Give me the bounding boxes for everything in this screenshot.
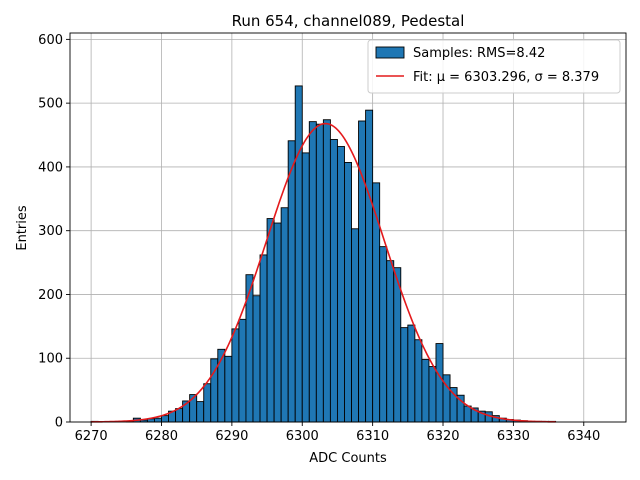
histogram-bar xyxy=(259,254,268,423)
x-tick-label: 6290 xyxy=(215,429,248,444)
legend-swatch-samples xyxy=(375,46,405,59)
histogram-bar xyxy=(463,405,472,423)
x-axis-label: ADC Counts xyxy=(309,451,387,466)
histogram-bar xyxy=(407,324,416,423)
histogram-bar xyxy=(273,222,282,423)
legend-box xyxy=(367,39,621,94)
histogram-bar xyxy=(322,119,331,423)
histogram-bar xyxy=(280,207,289,423)
histogram-bar xyxy=(393,267,402,423)
x-tick-label: 6320 xyxy=(426,429,459,444)
y-tick-label: 0 xyxy=(55,416,63,431)
histogram-bar xyxy=(224,355,233,423)
y-tick-label: 300 xyxy=(38,224,63,239)
histogram-bar xyxy=(400,327,409,423)
x-tick-label: 6310 xyxy=(356,429,389,444)
legend-label-fit: Fit: μ = 6303.296, σ = 8.379 xyxy=(413,70,599,85)
histogram-bar xyxy=(336,146,345,423)
x-tick-label: 6330 xyxy=(497,429,530,444)
plot-frame xyxy=(69,32,627,423)
y-axis-label: Entries xyxy=(15,205,30,251)
histogram-bar xyxy=(238,318,247,423)
histogram-bar xyxy=(358,120,367,423)
legend: Samples: RMS=8.42 Fit: μ = 6303.296, σ =… xyxy=(367,39,621,94)
histogram-bar xyxy=(196,401,205,423)
histogram-bar xyxy=(154,417,162,423)
histogram-bar xyxy=(414,339,423,423)
y-tick-label: 400 xyxy=(38,160,63,175)
histogram-bar xyxy=(231,328,240,423)
histogram-bars xyxy=(90,85,557,423)
x-tick-label: 6280 xyxy=(145,429,178,444)
x-axis-ticks: 6270 6280 6290 6300 6310 6320 6330 6340 xyxy=(75,422,600,444)
histogram-bar xyxy=(252,295,261,423)
x-tick-label: 6270 xyxy=(75,429,108,444)
histogram-bar xyxy=(435,343,444,423)
y-tick-label: 500 xyxy=(38,97,63,112)
x-tick-label: 6300 xyxy=(286,429,319,444)
x-tick-label: 6340 xyxy=(567,429,600,444)
y-tick-label: 600 xyxy=(38,33,63,48)
y-tick-label: 200 xyxy=(38,288,63,303)
histogram-bar xyxy=(203,383,212,423)
fit-curve xyxy=(91,122,556,423)
histogram-bar xyxy=(294,85,303,423)
histogram-bar xyxy=(175,408,184,423)
y-tick-label: 100 xyxy=(38,352,63,367)
chart-title: Run 654, channel089, Pedestal xyxy=(232,12,465,30)
histogram-bar xyxy=(351,228,360,423)
histogram-bar xyxy=(308,121,317,423)
legend-label-samples: Samples: RMS=8.42 xyxy=(413,46,545,61)
histogram-bar xyxy=(161,415,169,423)
histogram-bar xyxy=(365,109,374,423)
histogram-bar xyxy=(386,260,395,423)
histogram-bar xyxy=(421,359,430,423)
histogram-bar xyxy=(379,246,388,423)
histogram-bar xyxy=(344,162,352,423)
histogram-bar xyxy=(301,152,310,423)
histogram-bar xyxy=(287,140,296,423)
histogram-bar xyxy=(315,123,324,423)
histogram-bar xyxy=(428,366,437,423)
y-axis-ticks: 0 100 200 300 400 500 600 xyxy=(38,33,70,431)
histogram-bar xyxy=(372,182,381,423)
histogram-bar xyxy=(329,139,338,423)
histogram-bar xyxy=(266,218,275,423)
